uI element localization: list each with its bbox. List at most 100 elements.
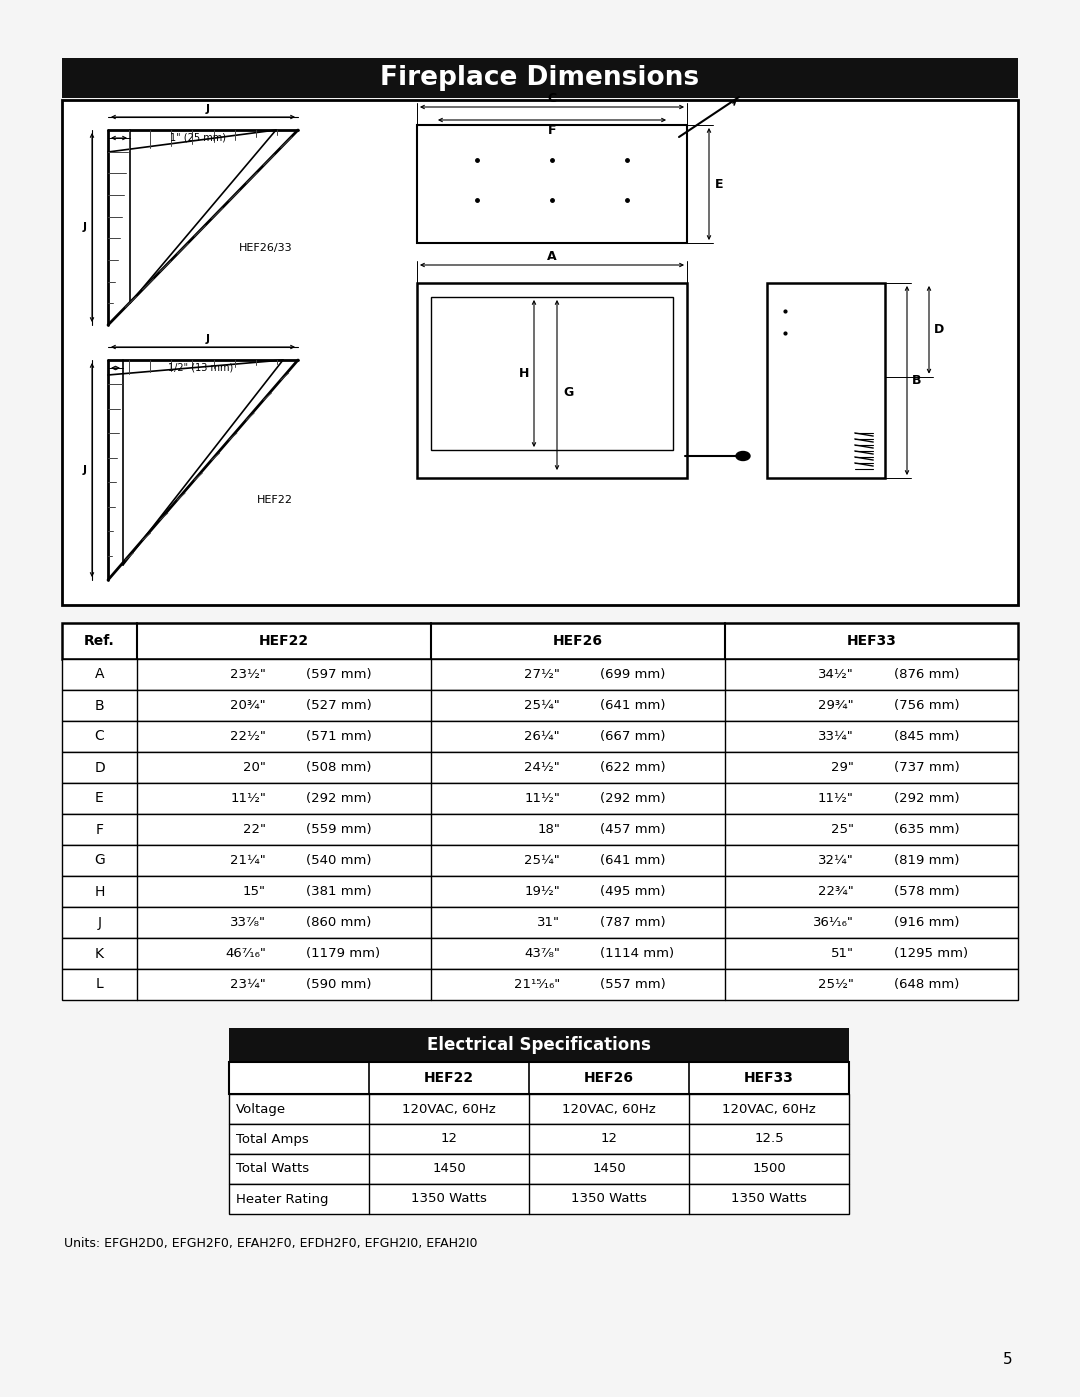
Text: (699 mm): (699 mm): [600, 668, 665, 680]
Text: B: B: [913, 374, 921, 387]
Text: (571 mm): (571 mm): [306, 731, 372, 743]
Text: Electrical Specifications: Electrical Specifications: [427, 1037, 651, 1053]
Text: (590 mm): (590 mm): [306, 978, 372, 990]
Text: (1295 mm): (1295 mm): [893, 947, 968, 960]
Bar: [62, 101, 1018, 605]
Text: 1350 Watts: 1350 Watts: [731, 1193, 807, 1206]
Text: 21¹⁵⁄₁₆": 21¹⁵⁄₁₆": [514, 978, 561, 990]
Text: 1500: 1500: [752, 1162, 786, 1175]
Text: C: C: [95, 729, 105, 743]
Text: 29": 29": [831, 761, 853, 774]
Text: 25": 25": [831, 823, 853, 835]
Text: A: A: [548, 250, 557, 263]
Text: J: J: [206, 334, 210, 344]
Text: B: B: [95, 698, 105, 712]
Text: (916 mm): (916 mm): [893, 916, 959, 929]
Text: (292 mm): (292 mm): [600, 792, 665, 805]
Text: 22¾": 22¾": [818, 886, 853, 898]
Text: 29¾": 29¾": [818, 698, 853, 712]
Text: (597 mm): (597 mm): [306, 668, 372, 680]
Text: 27½": 27½": [524, 668, 561, 680]
Text: (787 mm): (787 mm): [600, 916, 665, 929]
Text: (508 mm): (508 mm): [306, 761, 372, 774]
Text: (737 mm): (737 mm): [893, 761, 959, 774]
Text: HEF26: HEF26: [553, 634, 603, 648]
Text: 15": 15": [243, 886, 266, 898]
Text: HEF26: HEF26: [584, 1071, 634, 1085]
Bar: [62, 876, 1018, 907]
Text: HEF33: HEF33: [744, 1071, 794, 1085]
Text: K: K: [95, 947, 104, 961]
Text: 120VAC, 60Hz: 120VAC, 60Hz: [723, 1102, 815, 1115]
Text: (641 mm): (641 mm): [600, 854, 665, 868]
Bar: [62, 59, 1018, 98]
Text: (292 mm): (292 mm): [306, 792, 372, 805]
Text: (845 mm): (845 mm): [893, 731, 959, 743]
Bar: [229, 1185, 849, 1214]
Text: (457 mm): (457 mm): [600, 823, 665, 835]
Text: 34½": 34½": [818, 668, 853, 680]
Text: (635 mm): (635 mm): [893, 823, 959, 835]
Text: D: D: [94, 760, 105, 774]
Text: J: J: [83, 465, 87, 475]
Bar: [229, 1154, 849, 1185]
Text: (667 mm): (667 mm): [600, 731, 665, 743]
Text: (1114 mm): (1114 mm): [600, 947, 674, 960]
Text: E: E: [715, 177, 724, 190]
Text: H: H: [518, 367, 529, 380]
Text: (578 mm): (578 mm): [893, 886, 959, 898]
Text: 31": 31": [537, 916, 561, 929]
Bar: [229, 1062, 849, 1094]
Text: J: J: [83, 222, 87, 232]
Text: J: J: [97, 915, 102, 929]
Text: D: D: [934, 323, 944, 337]
Text: (641 mm): (641 mm): [600, 698, 665, 712]
Text: (540 mm): (540 mm): [306, 854, 372, 868]
Text: E: E: [95, 792, 104, 806]
Text: 25¼": 25¼": [524, 698, 561, 712]
Text: (292 mm): (292 mm): [893, 792, 959, 805]
Text: 12: 12: [441, 1133, 458, 1146]
Bar: [431, 298, 673, 450]
Text: (381 mm): (381 mm): [306, 886, 372, 898]
Text: (1179 mm): (1179 mm): [306, 947, 380, 960]
Bar: [62, 721, 1018, 752]
Text: 1450: 1450: [592, 1162, 626, 1175]
Text: (559 mm): (559 mm): [306, 823, 372, 835]
Text: 23½": 23½": [230, 668, 266, 680]
Bar: [62, 970, 1018, 1000]
Text: 23¼": 23¼": [230, 978, 266, 990]
Text: (557 mm): (557 mm): [600, 978, 665, 990]
Text: 11½": 11½": [818, 792, 853, 805]
Text: 11½": 11½": [230, 792, 266, 805]
Bar: [62, 845, 1018, 876]
Text: C: C: [548, 91, 556, 105]
Text: 51": 51": [831, 947, 853, 960]
Text: 33¼": 33¼": [818, 731, 853, 743]
Text: (756 mm): (756 mm): [893, 698, 959, 712]
Text: F: F: [95, 823, 104, 837]
Text: 11½": 11½": [524, 792, 561, 805]
Bar: [62, 659, 1018, 690]
Text: 21¼": 21¼": [230, 854, 266, 868]
Text: (876 mm): (876 mm): [893, 668, 959, 680]
Text: HEF22: HEF22: [259, 634, 309, 648]
Text: Heater Rating: Heater Rating: [237, 1193, 328, 1206]
Text: (495 mm): (495 mm): [600, 886, 665, 898]
Bar: [229, 1094, 849, 1125]
Bar: [417, 284, 687, 478]
Text: 5: 5: [1003, 1351, 1013, 1366]
Bar: [62, 814, 1018, 845]
Text: 1/2" (13 mm): 1/2" (13 mm): [168, 363, 233, 373]
Text: HEF26/33: HEF26/33: [240, 243, 293, 253]
Bar: [62, 752, 1018, 782]
Text: Total Watts: Total Watts: [237, 1162, 309, 1175]
Text: (648 mm): (648 mm): [893, 978, 959, 990]
Text: 120VAC, 60Hz: 120VAC, 60Hz: [402, 1102, 496, 1115]
Bar: [229, 1028, 849, 1062]
Text: HEF22: HEF22: [424, 1071, 474, 1085]
Text: 43⁷⁄₈": 43⁷⁄₈": [524, 947, 561, 960]
Text: A: A: [95, 668, 105, 682]
Bar: [767, 284, 885, 478]
Text: HEF33: HEF33: [847, 634, 896, 648]
